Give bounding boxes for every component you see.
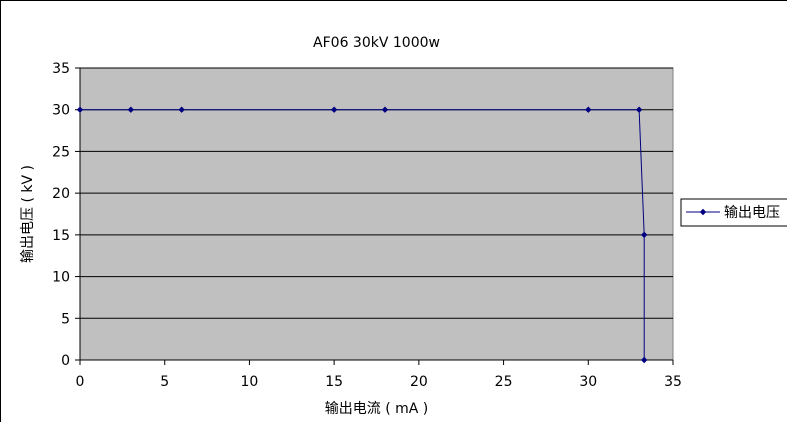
series-layer [76,106,648,364]
x-tick-label: 15 [325,374,343,390]
legend-marker-diamond-icon [699,208,707,216]
x-tick-label: 0 [76,374,85,390]
data-point-marker [585,106,592,113]
axes [75,67,674,365]
data-point-marker [635,106,643,113]
y-tick-labels: 0 5 10 15 20 25 30 35 [52,61,70,369]
data-point-marker [381,106,389,113]
x-tick-label: 25 [495,374,513,390]
legend-label: 输出电压 [724,205,780,221]
data-point-marker [330,106,338,113]
x-tick-label: 20 [410,374,428,390]
x-tick-labels: 0 5 10 15 20 25 30 35 [76,374,682,390]
y-tick-label: 10 [52,270,70,286]
y-tick-label: 15 [52,228,70,244]
x-tick-label: 10 [241,374,259,390]
data-point-marker [127,106,135,113]
x-tick-label: 5 [160,374,169,390]
chart-title: AF06 30kV 1000w [313,35,440,51]
plot-area [79,67,674,361]
x-tick-label: 35 [664,374,682,390]
x-tick-label: 30 [579,374,597,390]
data-point-marker [76,106,84,113]
x-axis-title: 输出电流 ( mA ) [325,401,429,417]
y-axis-title: 输出电压 ( kV ) [20,165,36,263]
y-tick-label: 25 [52,144,70,160]
data-point-marker [178,106,185,113]
data-point-marker [640,231,648,239]
data-point-marker [640,356,648,364]
y-tick-label: 0 [61,353,70,369]
y-tick-label: 20 [52,186,70,202]
y-tick-label: 30 [52,103,70,119]
y-tick-label: 5 [61,311,70,327]
legend: 输出电压 [680,198,787,227]
y-tick-label: 35 [52,61,70,77]
